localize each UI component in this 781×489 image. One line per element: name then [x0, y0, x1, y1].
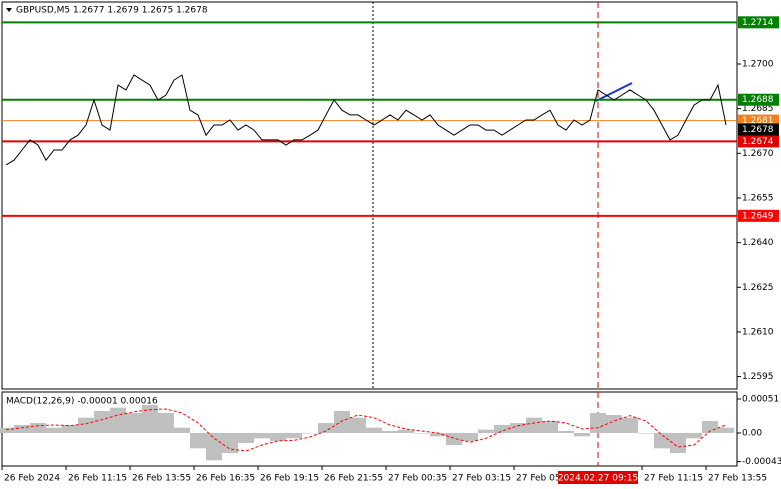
- x-tick-label: 27 Feb 13:55: [708, 474, 767, 484]
- level-label-box: [738, 209, 779, 222]
- histogram-bar: [366, 427, 382, 433]
- y-tick-label: 1.2655: [742, 193, 774, 203]
- histogram-bar: [558, 431, 574, 433]
- histogram-bar: [510, 423, 526, 433]
- histogram-bar: [158, 413, 174, 433]
- last-price-box: [738, 123, 779, 136]
- histogram-bar: [190, 433, 206, 449]
- x-tick-label: 26 Feb 2024: [4, 474, 60, 484]
- histogram-bar: [654, 433, 670, 449]
- level-label-box: [738, 93, 779, 106]
- histogram-bar: [590, 413, 606, 433]
- last-price-label: 1.2678: [742, 125, 774, 135]
- y-tick-label: 0.00051: [742, 395, 779, 405]
- histogram-bar: [46, 427, 62, 433]
- histogram-bar: [78, 417, 94, 433]
- histogram-bar: [334, 411, 350, 433]
- main-panel: [1, 1, 738, 390]
- histogram-bar: [30, 423, 46, 433]
- histogram-bar: [574, 433, 590, 437]
- level-label: 1.2714: [742, 18, 774, 28]
- histogram-bar: [430, 433, 446, 437]
- y-tick-label: 1.2625: [742, 283, 774, 293]
- histogram-bar: [350, 417, 366, 433]
- histogram-bar: [270, 433, 286, 441]
- histogram-bar: [0, 427, 14, 433]
- menu-arrow: [6, 8, 12, 12]
- histogram-bar: [318, 423, 334, 433]
- x-tick-label: 26 Feb 21:55: [324, 474, 383, 484]
- y-tick-label: 1.2595: [742, 372, 774, 382]
- trend-line: [595, 82, 633, 102]
- histogram-bar: [542, 421, 558, 433]
- x-tick-label: 26 Feb 13:55: [132, 474, 191, 484]
- x-tick-label: 27 Feb 03:15: [452, 474, 511, 484]
- histogram-bar: [526, 417, 542, 433]
- level-label-box: [738, 135, 779, 148]
- histogram-bar: [382, 431, 398, 433]
- level-label: 1.2674: [742, 137, 774, 147]
- y-tick-label: 1.2670: [742, 149, 774, 159]
- histogram-bar: [638, 433, 654, 434]
- histogram-bar: [622, 417, 638, 433]
- x-tick-label: 27 Feb 00:35: [388, 474, 447, 484]
- signal-line: [5, 408, 727, 452]
- histogram-bar: [174, 427, 190, 433]
- histogram-bar: [110, 407, 126, 433]
- level-label: 1.2688: [742, 95, 774, 105]
- cursor-label-box: [558, 471, 638, 484]
- y-tick-label: 1.2640: [742, 238, 774, 248]
- y-tick-label: 0.00: [742, 429, 762, 439]
- histogram-bar: [398, 429, 414, 433]
- histogram-bar: [142, 405, 158, 433]
- histogram-bar: [670, 433, 686, 453]
- histogram-bar: [478, 429, 494, 433]
- x-tick-label: 26 Feb 11:15: [68, 474, 127, 484]
- x-tick-label: 27 Feb 11:15: [644, 474, 703, 484]
- histogram-bar: [238, 433, 254, 443]
- y-tick-label: 1.2700: [742, 60, 774, 70]
- level-label: 1.2681: [742, 116, 774, 126]
- histogram-bar: [446, 433, 462, 445]
- histogram-bar: [718, 427, 734, 433]
- histogram-bar: [126, 413, 142, 433]
- histogram-bar: [206, 433, 222, 461]
- price-line: [5, 74, 727, 166]
- histogram-bar: [494, 425, 510, 433]
- x-tick-label: 27 Feb 05:55: [516, 474, 575, 484]
- histogram-bar: [14, 425, 30, 433]
- histogram-bar: [62, 425, 78, 433]
- histogram-bar: [222, 433, 238, 453]
- x-tick-label: 26 Feb 19:15: [260, 474, 319, 484]
- chart-title: GBPUSD,M5 1.2677 1.2679 1.2675 1.2678: [16, 6, 208, 16]
- macd-title: MACD(12,26,9) -0.00001 0.00016: [6, 397, 158, 407]
- histogram-bar: [606, 415, 622, 433]
- histogram-bar: [94, 411, 110, 433]
- histogram-bar: [686, 433, 702, 439]
- histogram-bar: [414, 433, 430, 434]
- x-tick-label: 26 Feb 16:35: [196, 474, 255, 484]
- histogram-bar: [254, 433, 270, 439]
- level-label-box: [738, 16, 779, 29]
- level-label: 1.2649: [742, 211, 774, 221]
- y-tick-label: 1.2610: [742, 327, 774, 337]
- histogram-bar: [302, 433, 318, 434]
- histogram-bar: [462, 433, 478, 441]
- y-tick-label: -0.00043: [742, 457, 781, 467]
- y-tick-label: 1.2685: [742, 104, 774, 114]
- cursor-label: 2024.02.27 09:15: [558, 474, 638, 484]
- histogram-bar: [286, 433, 302, 439]
